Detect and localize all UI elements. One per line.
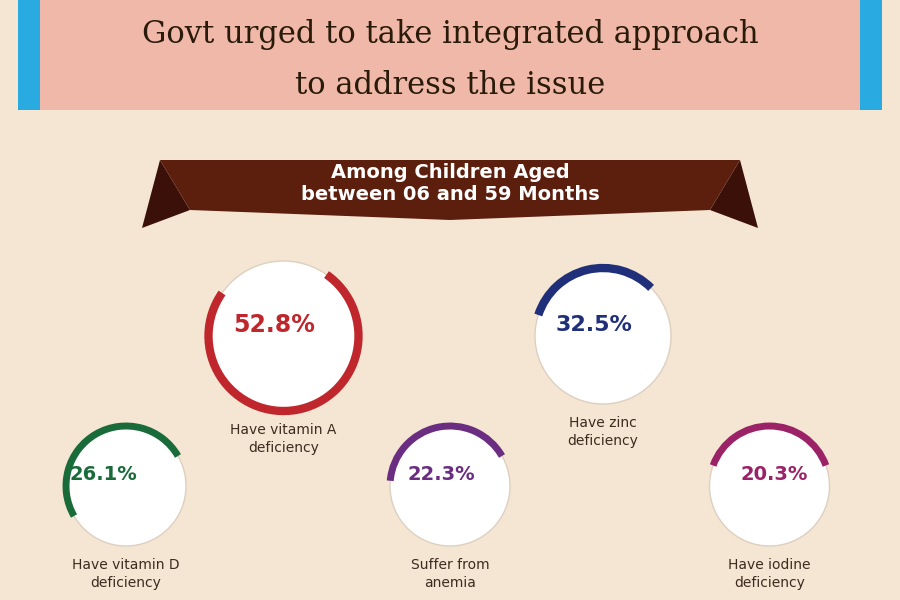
Text: 22.3%: 22.3% (407, 466, 475, 485)
Text: deficiency: deficiency (91, 576, 161, 590)
FancyBboxPatch shape (18, 0, 40, 110)
Text: deficiency: deficiency (568, 434, 638, 448)
Text: 52.8%: 52.8% (234, 313, 315, 337)
Text: Have vitamin A: Have vitamin A (230, 423, 337, 437)
FancyBboxPatch shape (18, 0, 882, 110)
Text: Suffer from: Suffer from (410, 558, 490, 572)
Text: Have vitamin D: Have vitamin D (72, 558, 180, 572)
Text: 26.1%: 26.1% (69, 466, 138, 485)
Text: to address the issue: to address the issue (295, 70, 605, 100)
Text: deficiency: deficiency (734, 576, 805, 590)
Polygon shape (160, 160, 740, 220)
FancyBboxPatch shape (860, 0, 882, 110)
Circle shape (535, 268, 671, 404)
Text: between 06 and 59 Months: between 06 and 59 Months (301, 185, 599, 205)
Circle shape (66, 426, 186, 546)
Text: anemia: anemia (424, 576, 476, 590)
Circle shape (209, 261, 358, 411)
Text: 32.5%: 32.5% (555, 315, 633, 335)
Circle shape (390, 426, 510, 546)
Text: Have iodine: Have iodine (728, 558, 811, 572)
Polygon shape (142, 160, 190, 228)
Text: 20.3%: 20.3% (741, 466, 807, 485)
Text: Govt urged to take integrated approach: Govt urged to take integrated approach (141, 19, 759, 50)
Text: deficiency: deficiency (248, 441, 319, 455)
Polygon shape (710, 160, 758, 228)
Text: Have zinc: Have zinc (569, 416, 637, 430)
Text: Among Children Aged: Among Children Aged (330, 163, 570, 181)
Circle shape (709, 426, 830, 546)
